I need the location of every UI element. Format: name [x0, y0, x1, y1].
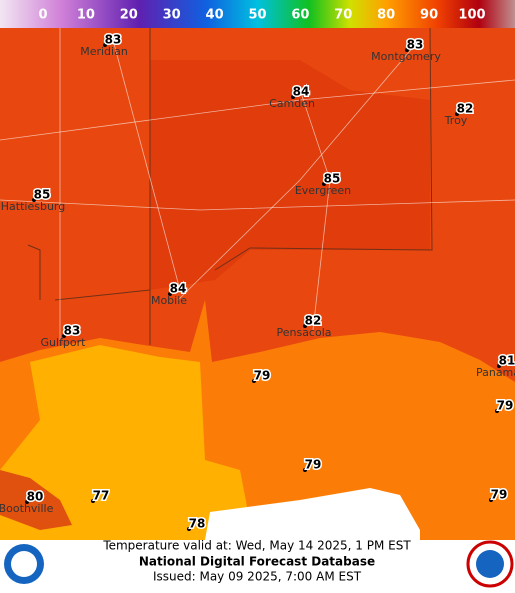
legend-tick: 70: [334, 8, 352, 23]
temperature: 79: [254, 369, 271, 383]
point-dot: [489, 498, 493, 502]
city-dot: [405, 48, 409, 52]
temperature: 78: [189, 517, 206, 531]
legend-tick: 30: [163, 8, 181, 23]
state-lines: [27, 27, 433, 345]
legend-tick: 60: [291, 8, 309, 23]
city-dot: [455, 112, 459, 116]
temperature: 85: [324, 172, 341, 186]
city-dot: [303, 324, 307, 328]
city-name: Camden: [269, 97, 315, 110]
city-name: Hattiesburg: [1, 200, 65, 213]
temperature: 82: [457, 102, 474, 116]
temperature: 83: [64, 324, 81, 338]
legend-tick: 20: [120, 8, 138, 23]
city-dot: [103, 43, 107, 47]
cooler-water: [0, 345, 250, 540]
temperature: 83: [105, 33, 122, 47]
roads: [0, 28, 515, 340]
legend-tick: 40: [206, 8, 224, 23]
city-dot: [497, 364, 501, 368]
city-dot: [322, 182, 326, 186]
point-dot: [252, 379, 256, 383]
city-name: Panama: [476, 366, 515, 379]
point-dot: [187, 527, 191, 531]
temperature: 82: [305, 314, 322, 328]
temperature: 79: [497, 399, 514, 413]
temperature: 77: [93, 489, 110, 503]
legend-tick: 90: [420, 8, 438, 23]
color-bar: [0, 0, 515, 28]
city-name: Gulfport: [41, 336, 87, 349]
temperature: 84: [170, 282, 187, 296]
footer-title: National Digital Forecast Database: [139, 555, 375, 569]
valid-time: Temperature valid at: Wed, May 14 2025, …: [102, 539, 411, 553]
city-name: Troy: [444, 114, 468, 127]
city-name: Meridian: [80, 45, 128, 58]
temperature: 80: [27, 490, 44, 504]
legend-tick: 100: [458, 8, 485, 23]
city-name: Evergreen: [295, 184, 351, 197]
city-dot: [291, 95, 295, 99]
land-warm: [150, 60, 430, 290]
issued-time: Issued: May 09 2025, 7:00 AM EST: [153, 570, 362, 584]
city-name: Boothville: [0, 502, 54, 515]
no-data: [205, 488, 420, 540]
city-dot: [32, 198, 36, 202]
city-name: Montgomery: [371, 50, 441, 63]
delta-land: [0, 470, 72, 530]
nws-logo: [466, 540, 514, 588]
legend-tick: 10: [77, 8, 95, 23]
city-name: Pensacola: [276, 326, 331, 339]
city-dot: [62, 334, 66, 338]
temperature: 84: [293, 85, 310, 99]
point-dot: [495, 409, 499, 413]
temperature: 79: [305, 458, 322, 472]
noaa-logo: [4, 544, 44, 584]
city-dot: [168, 292, 172, 296]
temperature: 83: [407, 38, 424, 52]
legend-tick: 80: [377, 8, 395, 23]
temperature: 81: [499, 354, 515, 368]
legend-tick: 50: [248, 8, 266, 23]
point-dot: [303, 468, 307, 472]
temperature: 79: [491, 488, 508, 502]
temperature: 85: [34, 188, 51, 202]
city-name: Mobile: [151, 294, 187, 307]
city-dot: [25, 500, 29, 504]
point-dot: [91, 499, 95, 503]
legend-tick: 0: [38, 8, 47, 23]
